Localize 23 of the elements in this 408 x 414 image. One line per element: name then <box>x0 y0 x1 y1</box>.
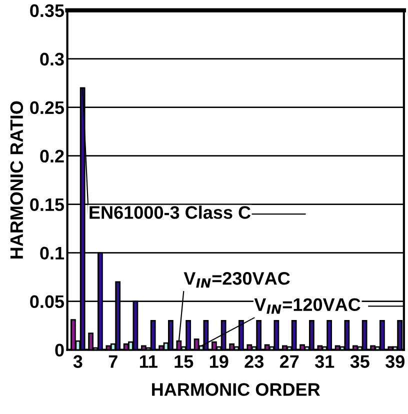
y-tick-label: 0.1 <box>40 246 64 260</box>
x-tick-label: 11 <box>140 355 158 368</box>
series-label: EN61000-3 Class C <box>90 206 251 219</box>
x-tick-label: 19 <box>210 355 228 368</box>
x-tick-label: 3 <box>73 355 82 368</box>
x-tick-label: 35 <box>350 355 370 368</box>
y-tick-label: 0.35 <box>30 4 64 18</box>
x-tick-label: 23 <box>244 355 264 368</box>
x-tick-label: 39 <box>385 355 404 368</box>
text: V$_{IN}$=230VAC <box>184 272 290 288</box>
x-tick-label: 15 <box>174 355 194 368</box>
x-tick-label: 31 <box>314 355 334 368</box>
legend-label: V$_{IN}$=120VAC <box>254 298 360 314</box>
y-tick-label: 0 <box>55 344 64 357</box>
y-axis-title: HARMONIC RATIO <box>10 101 24 258</box>
x-axis-title: HARMONIC ORDER <box>152 383 320 396</box>
x-tick-label: 7 <box>108 355 118 368</box>
x-tick-label: 27 <box>280 355 299 368</box>
y-tick-label: 0.2 <box>40 150 64 163</box>
y-tick-label: 0.25 <box>30 101 64 114</box>
y-tick-label: 0.15 <box>30 198 64 212</box>
y-tick-label: 0.3 <box>40 52 64 66</box>
y-tick-label: 0.05 <box>30 295 64 308</box>
